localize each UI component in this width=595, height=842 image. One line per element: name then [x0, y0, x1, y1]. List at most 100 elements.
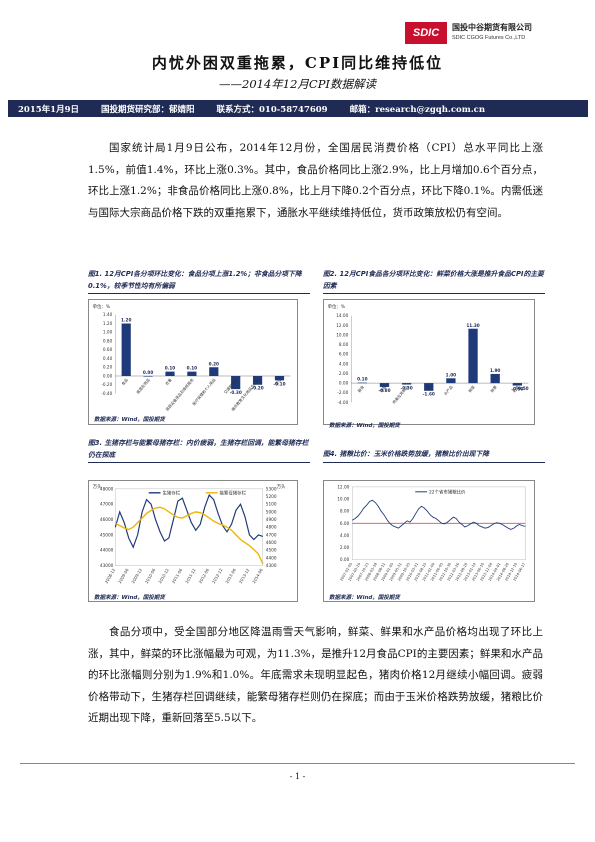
data-label-6: -0.20 — [251, 386, 263, 391]
plot-area — [115, 488, 264, 566]
y-right-tick: 4600 — [266, 540, 277, 545]
y-left-tick: 43000 — [100, 563, 114, 568]
series-line-0 — [114, 493, 264, 549]
y-right-tick: 5200 — [266, 494, 277, 499]
data-label-5: -0.30 — [230, 390, 242, 395]
figure4-svg: 12.0010.008.006.004.002.000.0022个省市猪粮比价2… — [337, 484, 526, 582]
figure4-rule — [323, 462, 545, 463]
paragraph-intro: 国家统计局1月9日公布，2014年12月份，全国居民消费价格（CPI）总水平同比… — [88, 142, 543, 219]
x-tick-label: 2012-12 — [211, 567, 224, 584]
data-label-2: -0.30 — [401, 385, 413, 390]
researcher: 国投期货研究部：郁婧阳 — [101, 104, 195, 115]
x-tick-label: 2011-06 — [171, 567, 184, 584]
y-tick-label: 6.00 — [339, 352, 349, 357]
y-tick-label: 4.00 — [340, 533, 350, 538]
y-left-unit: 万头 — [93, 483, 102, 490]
data-label-3: -1.60 — [423, 392, 435, 397]
y-tick-label: 8.00 — [339, 342, 349, 347]
logo-company-name-cn: 国投中谷期货有限公司 — [452, 23, 532, 32]
x-tick-label: 2013-06 — [224, 567, 237, 584]
legend-label-1: 能繁母猪存栏 — [220, 489, 247, 496]
category-label-4: 水产品 — [443, 384, 454, 396]
bar-2 — [165, 371, 175, 376]
contact-phone: 联系方式：010-58747609 — [216, 104, 328, 115]
figure2-title: 图2. 12月CPI食品各分项环比变化：鲜菜价格大涨是推升食品CPI的主要因素 — [323, 270, 544, 290]
y-left-tick: 47000 — [100, 502, 114, 507]
data-label-0: 1.20 — [121, 318, 131, 323]
data-label-4: 0.20 — [209, 361, 219, 366]
company-logo: SDIC 国投中谷期货有限公司 SDIC CGOG Futures Co.,LT… — [405, 18, 575, 50]
y-right-tick: 5100 — [266, 502, 277, 507]
x-tick-label: 2010-06 — [144, 567, 157, 584]
logo-company-name-en: SDIC CGOG Futures Co.,LTD — [452, 35, 526, 41]
y-tick-label: 10.00 — [337, 497, 349, 502]
figure3-source: 数据来源：Wind，国投期货 — [94, 595, 165, 601]
logo-mark: SDIC — [405, 22, 447, 44]
x-tick-label: 2009-06 — [117, 567, 130, 584]
series-line-1 — [114, 506, 264, 565]
category-label-0: 粮食 — [356, 384, 365, 393]
figure4-source: 数据来源：Wind，国投期货 — [329, 595, 400, 601]
figure2-rule — [323, 293, 545, 294]
category-label-7: 居住 — [274, 377, 283, 386]
y-right-tick: 4700 — [266, 532, 277, 537]
category-label-6: 鲜果 — [489, 384, 498, 393]
figure4-chart: 12.00 10.00 8.00 6.00 4.00 2.00 0.00 22个省市猪粮比价 2… — [323, 480, 535, 602]
y-left-tick: 44000 — [100, 548, 114, 553]
paragraph-food: 食品分项中，受全国部分地区降温雨雪天气影响，鲜菜、鲜果和水产品价格均出现了环比上… — [88, 626, 543, 724]
y-tick-label: 12.00 — [337, 484, 349, 489]
y-axis-unit: 单位：% — [328, 303, 345, 310]
y-tick-label: 0.20 — [103, 365, 113, 370]
y-left-tick: 45000 — [100, 532, 114, 537]
y-tick-label: 8.00 — [340, 509, 350, 514]
figure2-chart: 单位：% 14.00 12.00 10.00 8.00 6.00 4.00 2.00 0.00 -… — [323, 299, 535, 425]
x-tick-label: 2009-12 — [130, 567, 143, 584]
y-right-tick: 4400 — [266, 555, 277, 560]
category-label-1: 油脂 — [379, 384, 388, 393]
figure1-chart: 单位：% 1.40 1.20 1.00 0.80 0.60 0.40 0.20 0.00 -0.2… — [88, 299, 298, 425]
bar-5 — [231, 375, 241, 390]
x-tick-label: 2012-06 — [198, 567, 211, 584]
figure2-svg: 单位：% 14.00 12.00 10.00 8.00 6.00 4.00 2.00 0.00 -… — [328, 303, 529, 405]
bar-4 — [446, 378, 456, 384]
y-tick-label: 10.00 — [336, 332, 348, 337]
figure1-title: 图1. 12月CPI各分项环比变化：食品分项上涨1.2%；非食品分项下降0.1%… — [88, 270, 302, 290]
footer-rule — [20, 763, 575, 764]
report-title: 内忧外困双重拖累，CPI同比维持低位 — [151, 54, 444, 72]
bar-5 — [468, 328, 478, 384]
bar-3 — [424, 383, 434, 391]
data-label-6: 1.90 — [490, 368, 500, 373]
data-label-1: -0.80 — [378, 388, 390, 393]
category-label-2: 衣着 — [164, 377, 173, 386]
y-tick-label: -2.00 — [337, 390, 348, 395]
figure2-source: 数据来源：Wind，国投期货 — [329, 423, 400, 429]
y-tick-label: 2.00 — [339, 371, 349, 376]
y-tick-label: 14.00 — [336, 313, 348, 318]
bar-4 — [209, 367, 219, 376]
y-tick-label: 0.00 — [103, 373, 113, 378]
data-label-0: 0.10 — [357, 377, 367, 382]
x-tick-label: 2010-12 — [157, 567, 170, 584]
y-right-tick: 5000 — [266, 509, 277, 514]
y-left-tick: 46000 — [100, 517, 114, 522]
data-label-3: 0.10 — [187, 366, 197, 371]
bar-6 — [490, 373, 500, 384]
y-axis-unit: 单位：% — [93, 303, 110, 310]
y-tick-label: 1.20 — [103, 321, 113, 326]
contact-email[interactable]: 邮箱：research@zgqh.com.cn — [349, 104, 486, 115]
report-date: 2015年1月9日 — [18, 104, 79, 115]
category-label-7: 奶类 — [511, 384, 520, 393]
legend-label-0: 22个省市猪粮比价 — [429, 488, 466, 495]
category-label-4: 医疗保健和个人用品 — [191, 377, 217, 406]
x-tick-label: 2013-12 — [238, 567, 251, 584]
extra-data-label: -0.50 — [516, 386, 528, 391]
y-tick-label: 0.60 — [103, 347, 113, 352]
figure1-rule — [88, 293, 310, 294]
x-tick-label: 2011-12 — [184, 567, 197, 584]
y-right-tick: 4900 — [266, 517, 277, 522]
data-label-1: 0.00 — [143, 370, 153, 375]
y-right-unit: 万头 — [277, 483, 286, 490]
bar-0 — [357, 382, 367, 384]
y-tick-label: 0.00 — [339, 381, 349, 386]
legend-label-0: 生猪存栏 — [163, 489, 181, 496]
